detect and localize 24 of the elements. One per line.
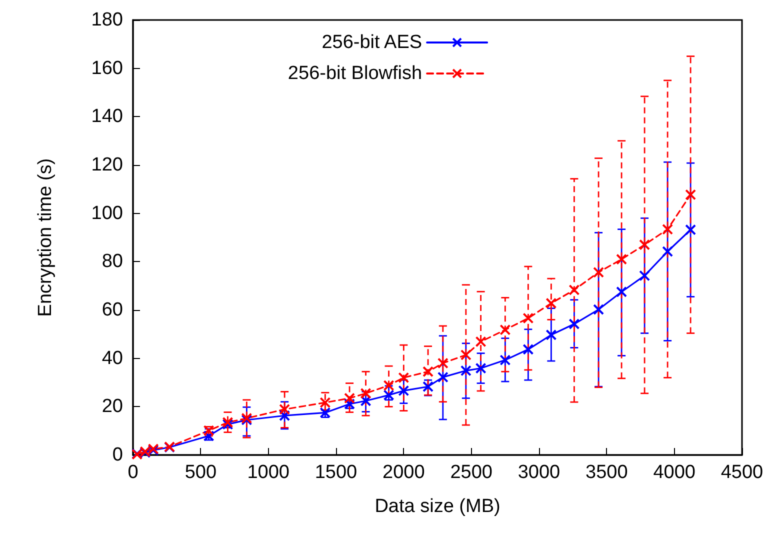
y-tick-label: 160 <box>91 58 123 79</box>
x-tick-label: 4000 <box>653 462 696 483</box>
y-tick-label: 100 <box>91 202 123 224</box>
y-tick-label: 140 <box>91 106 123 128</box>
y-tick-label: 20 <box>102 396 123 418</box>
x-tick-label: 3000 <box>518 462 560 483</box>
y-tick-label: 40 <box>102 348 123 369</box>
legend-label: 256-bit AES <box>322 32 422 53</box>
x-tick-label: 3500 <box>586 462 628 483</box>
y-tick-label: 60 <box>102 300 123 320</box>
x-tick-label: 2500 <box>450 462 492 483</box>
y-tick-label: 180 <box>91 10 123 30</box>
x-tick-label: 1500 <box>314 462 358 483</box>
y-axis-title: Encryption time (s) <box>35 158 56 317</box>
x-tick-label: 4500 <box>720 462 764 483</box>
x-tick-label: 1000 <box>247 462 290 483</box>
y-tick-label: 80 <box>102 251 123 272</box>
x-tick-label: 2000 <box>382 462 425 483</box>
x-tick-label: 0 <box>128 462 138 483</box>
y-tick-label: 0 <box>112 444 123 466</box>
legend-label: 256-bit Blowfish <box>288 63 422 84</box>
x-tick-label: 500 <box>184 462 217 483</box>
x-axis-title: Data size (MB) <box>374 496 500 517</box>
y-tick-label: 120 <box>91 154 123 176</box>
